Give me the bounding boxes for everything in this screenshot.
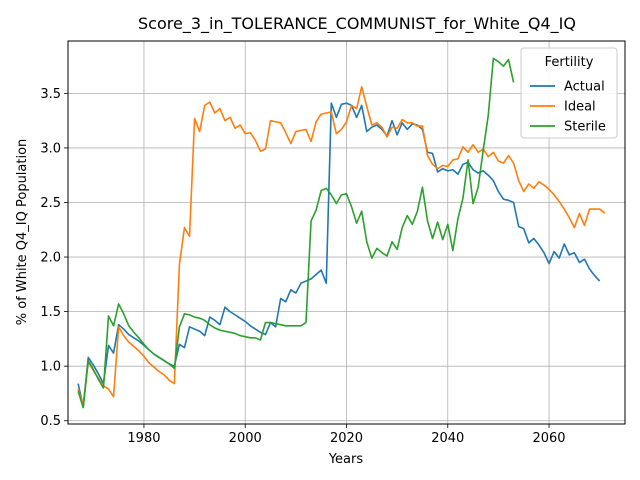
y-axis-ticks: 0.5 1.0 1.5 2.0 2.5 3.0 3.5 [40, 87, 68, 429]
legend-label-sterile: Sterile [564, 120, 606, 135]
y-tick-label: 3.0 [40, 141, 61, 156]
y-tick-label: 2.0 [40, 251, 61, 266]
legend-label-actual: Actual [564, 80, 605, 95]
chart-title: Score_3_in_TOLERANCE_COMMUNIST_for_White… [138, 14, 576, 34]
legend-label-ideal: Ideal [564, 100, 596, 115]
series-line-ideal [77, 86, 606, 407]
x-tick-label: 2000 [229, 431, 262, 446]
y-tick-label: 0.5 [40, 414, 61, 429]
grid [68, 41, 625, 424]
x-tick-label: 1980 [127, 431, 160, 446]
x-tick-label: 2020 [330, 431, 363, 446]
legend-box [520, 47, 618, 139]
y-tick-label: 1.0 [40, 360, 61, 375]
y-tick-label: 2.5 [40, 196, 61, 211]
series-line-sterile [77, 57, 515, 409]
legend-title: Fertility [545, 55, 594, 70]
x-tick-label: 2040 [431, 431, 464, 446]
x-axis-ticks: 1980 2000 2020 2040 2060 [127, 424, 566, 446]
legend-items: Actual Ideal Sterile [530, 80, 606, 135]
legend: Fertility Actual Ideal Sterile [520, 47, 618, 139]
x-tick-label: 2060 [532, 431, 565, 446]
y-axis-title: % of White Q4_IQ Population [15, 139, 30, 326]
x-axis-title: Years [328, 452, 364, 467]
y-tick-label: 1.5 [40, 305, 61, 320]
series-lines [77, 57, 606, 409]
y-tick-label: 3.5 [40, 87, 61, 102]
